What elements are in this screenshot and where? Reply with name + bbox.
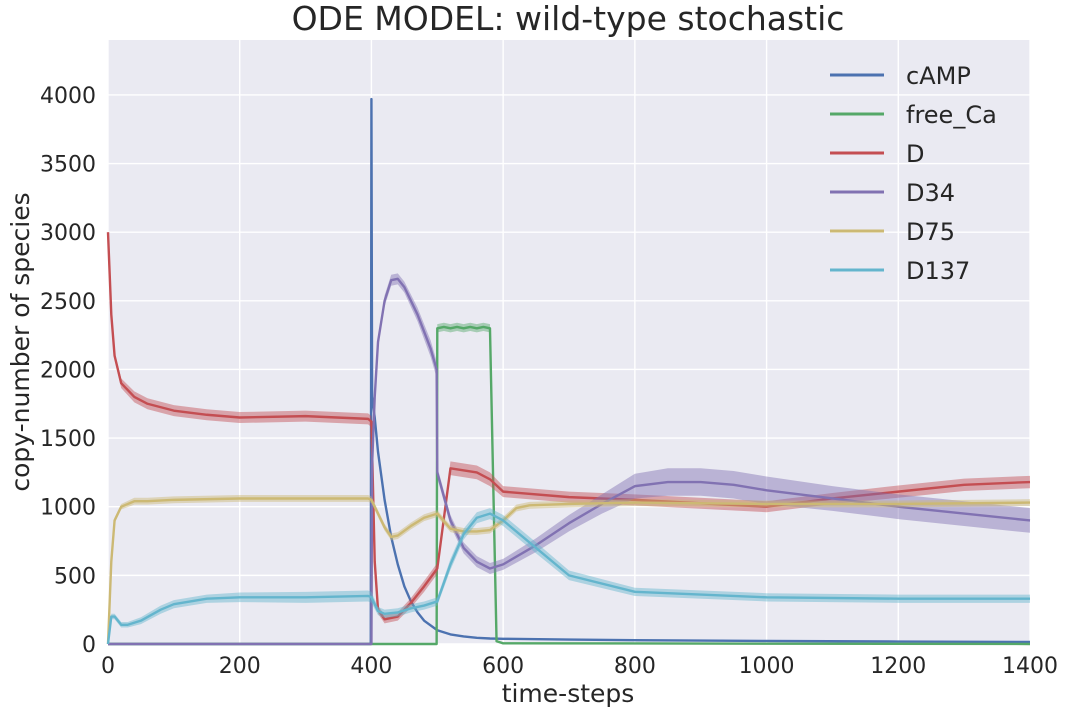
series-line-d137 [106, 512, 1030, 645]
x-tick-label: 1000 [739, 654, 795, 679]
y-tick-label: 2000 [40, 358, 96, 383]
y-tick-labels: 0 500 1000 1500 2000 2500 3000 3500 4000 [40, 84, 96, 658]
legend-label-d137: D137 [906, 257, 970, 285]
legend-label-camp: cAMP [906, 62, 971, 90]
y-tick-label: 1500 [40, 427, 96, 452]
x-tick-labels: 0 200 400 600 800 1000 1200 1400 [101, 654, 1058, 679]
series-line-d75 [106, 497, 1031, 645]
series-d75 [106, 495, 1031, 645]
legend-label-free-ca: free_Ca [906, 101, 997, 129]
y-axis-label: copy-number of species [6, 192, 35, 491]
x-axis-label: time-steps [502, 679, 635, 708]
y-tick-label: 4000 [40, 84, 96, 109]
grid-lines [107, 40, 1031, 645]
y-tick-label: 0 [82, 633, 96, 658]
series-line-free-ca [108, 325, 1031, 646]
series-layer [106, 97, 1031, 646]
y-tick-label: 500 [54, 564, 96, 589]
x-tick-label: 200 [219, 654, 261, 679]
series-line-d34 [108, 277, 1031, 646]
y-tick-label: 2500 [40, 290, 96, 315]
series-d137 [106, 508, 1030, 645]
chart-title: ODE MODEL: wild-type stochastic [292, 0, 845, 38]
y-tick-label: 3000 [40, 221, 96, 246]
x-tick-label: 600 [482, 654, 524, 679]
legend-label-d75: D75 [906, 218, 955, 246]
series-d34 [108, 273, 1031, 646]
x-tick-label: 400 [350, 654, 392, 679]
y-tick-label: 3500 [40, 153, 96, 178]
series-free-ca [108, 322, 1031, 646]
x-tick-label: 800 [614, 654, 656, 679]
legend-label-d34: D34 [906, 179, 955, 207]
y-tick-label: 1000 [40, 496, 96, 521]
series-d [106, 232, 1031, 624]
legend-label-d: D [906, 140, 924, 168]
x-tick-label: 1400 [1002, 654, 1058, 679]
x-tick-label: 1200 [870, 654, 926, 679]
legend: cAMP free_Ca D D34 D75 D137 [830, 62, 997, 285]
x-tick-label: 0 [101, 654, 115, 679]
series-line-d [106, 232, 1031, 621]
plot-background [108, 40, 1030, 644]
